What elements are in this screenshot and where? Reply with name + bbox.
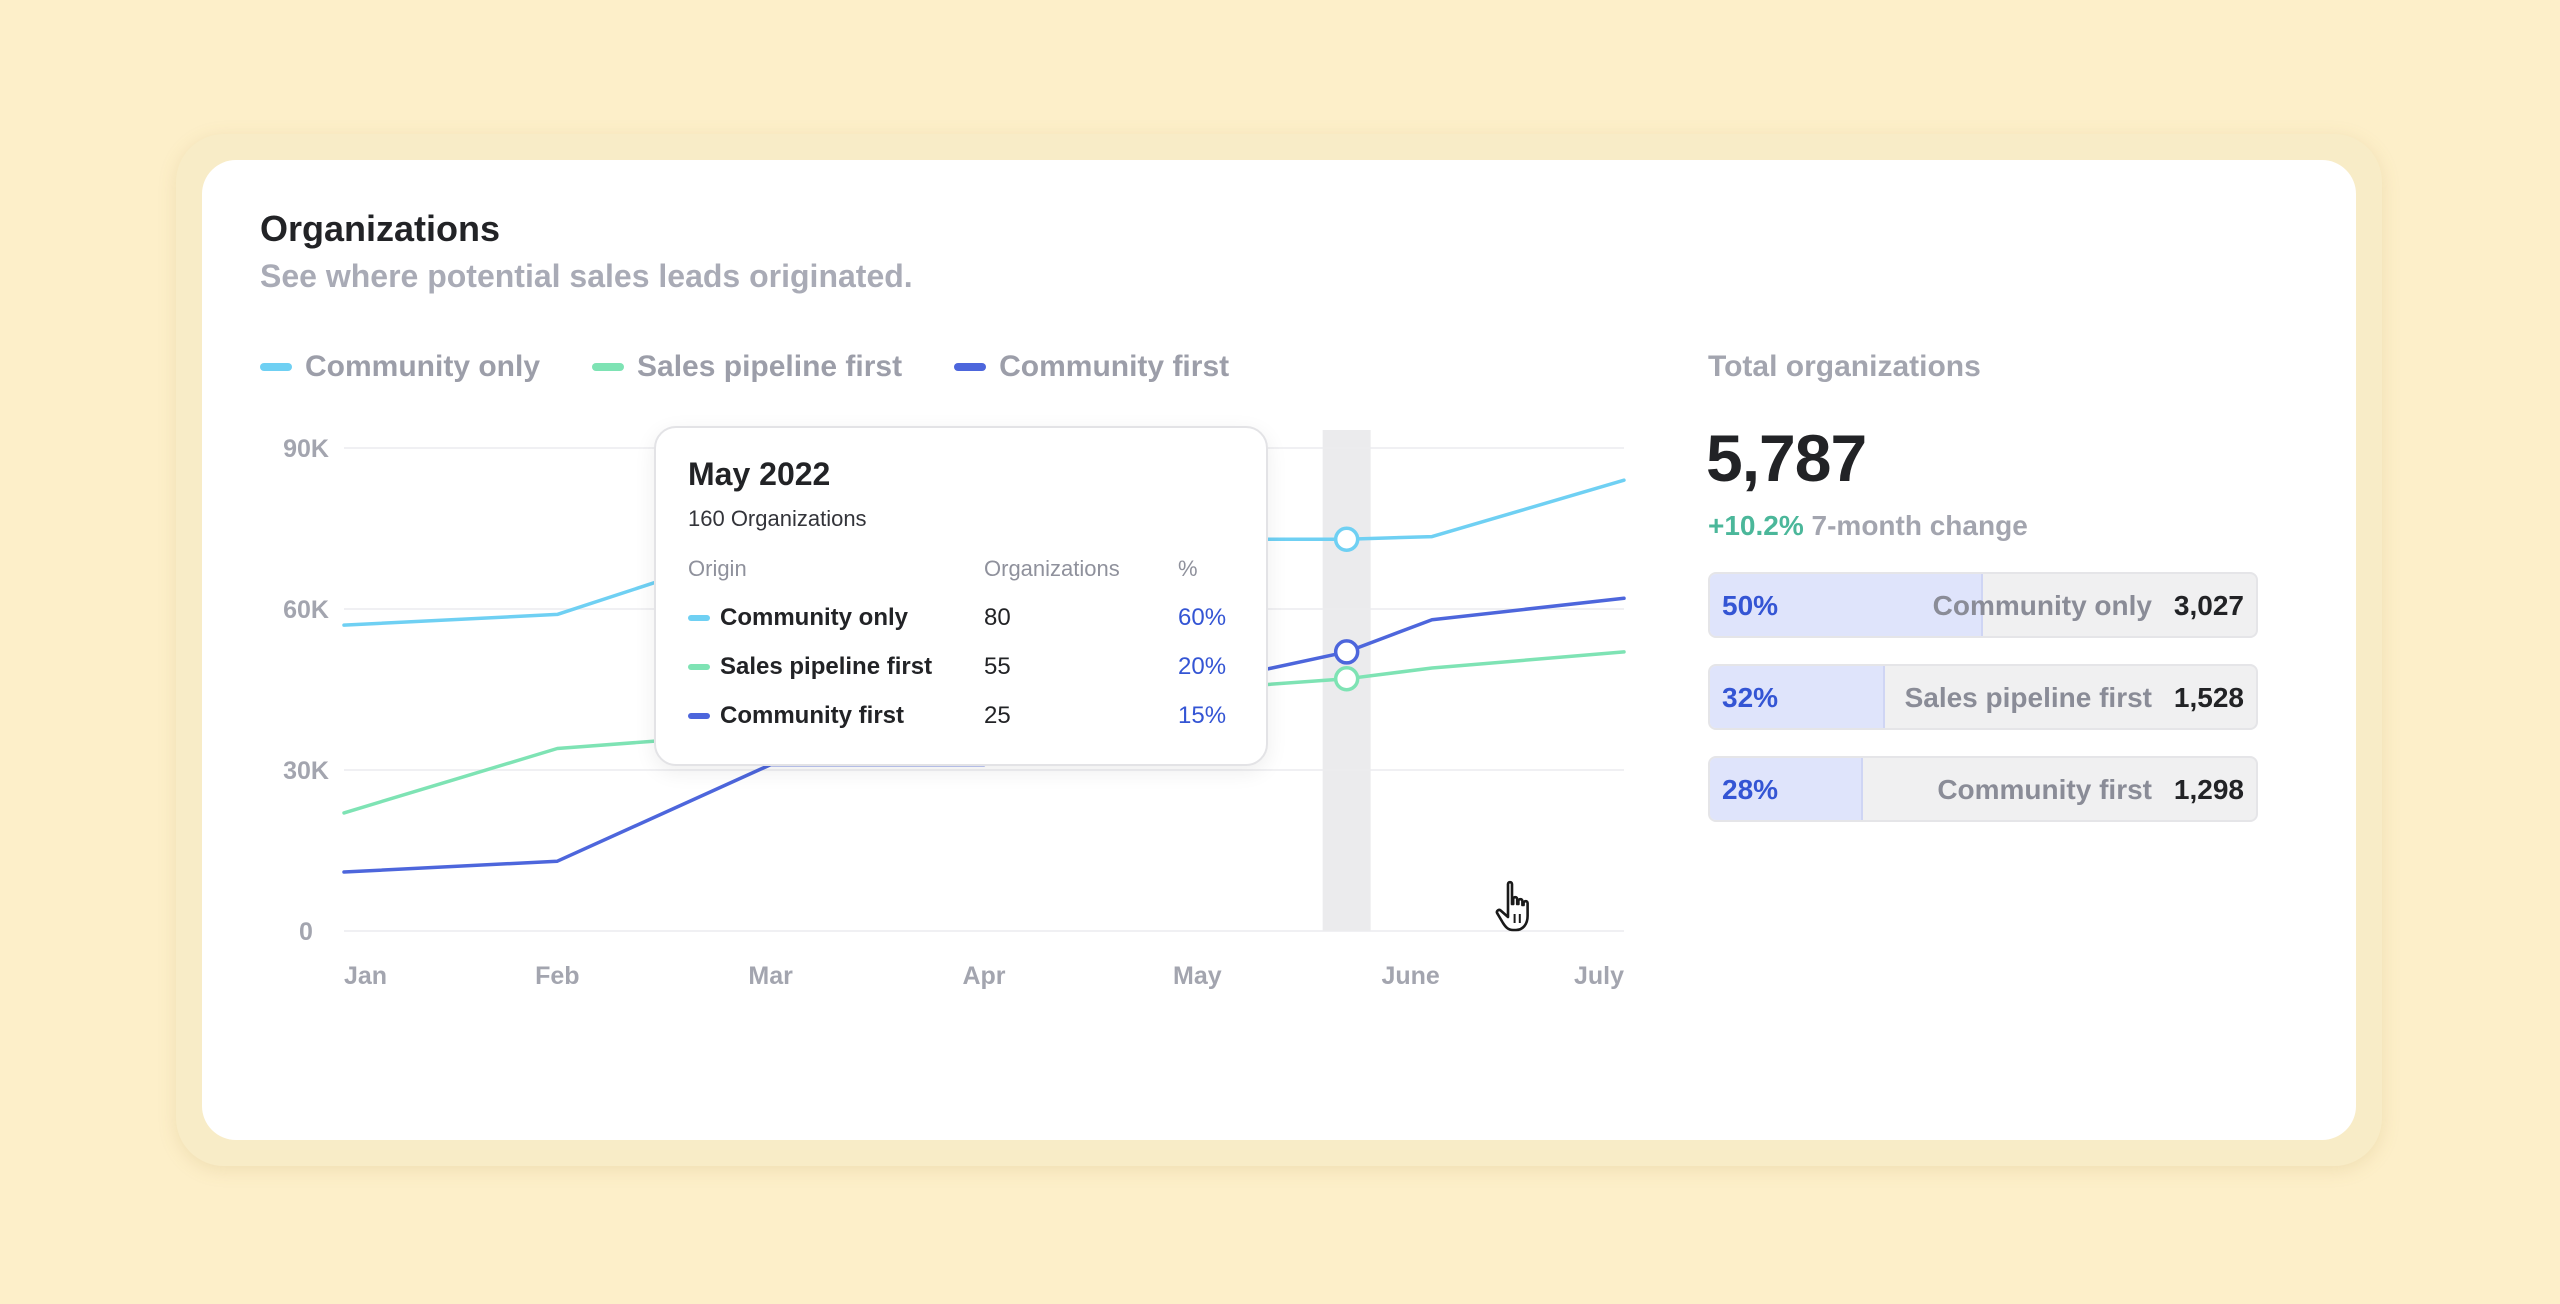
line-chart[interactable]: 90K 60K 30K 0 Jan Feb Mar Apr May June July bbox=[202, 160, 2356, 1140]
tooltip-subtitle: 160 Organizations bbox=[688, 506, 867, 531]
breakdown-bar-sales-pipeline-first[interactable]: 32% Sales pipeline first 1,528 bbox=[1708, 664, 2258, 730]
breakdown-bar-fill bbox=[1710, 574, 1983, 636]
tooltip-col-origin: Origin bbox=[688, 556, 747, 581]
x-tick-label: Jan bbox=[344, 962, 387, 990]
tooltip-row-name: Community first bbox=[720, 702, 905, 729]
x-tick-label: July bbox=[1574, 962, 1624, 990]
tooltip-row-orgs: 25 bbox=[984, 702, 1011, 729]
y-tick-label: 30K bbox=[283, 757, 329, 785]
tooltip-row: Community first 25 15% bbox=[688, 696, 1248, 736]
breakdown-name: Community only bbox=[1932, 590, 2152, 621]
legend-label: Sales pipeline first bbox=[637, 350, 903, 383]
tooltip-row-pct: 60% bbox=[1178, 604, 1227, 631]
y-tick-label: 90K bbox=[283, 435, 329, 463]
change-label: 7-month change bbox=[1811, 510, 2028, 541]
change-summary: +10.2% 7-month change bbox=[1708, 510, 2028, 542]
total-organizations-value: 5,787 bbox=[1706, 421, 1867, 495]
breakdown-pct: 32% bbox=[1722, 682, 1779, 713]
x-tick-label: Mar bbox=[748, 962, 793, 990]
y-tick-label: 0 bbox=[299, 918, 313, 946]
legend-label: Community only bbox=[305, 350, 541, 383]
hover-point bbox=[1333, 666, 1360, 692]
chart-legend: Community only Sales pipeline first Comm… bbox=[260, 350, 1229, 384]
tooltip-col-organizations: Organizations bbox=[984, 556, 1120, 581]
tooltip-row: Sales pipeline first 55 20% bbox=[688, 647, 1248, 687]
tooltip-swatch bbox=[688, 713, 710, 719]
breakdown-count: 1,298 bbox=[2173, 774, 2244, 805]
tooltip-row-pct: 20% bbox=[1178, 653, 1227, 680]
y-tick-label: 60K bbox=[283, 596, 329, 624]
breakdown-bar-fill bbox=[1710, 666, 1885, 728]
total-organizations-label: Total organizations bbox=[1708, 350, 1981, 383]
legend-swatch bbox=[954, 363, 987, 371]
tooltip-row-name: Community only bbox=[720, 604, 909, 631]
card-title: Organizations bbox=[260, 208, 501, 249]
tooltip-row: Community only 80 60% bbox=[688, 598, 1248, 638]
tooltip-swatch bbox=[688, 664, 710, 670]
breakdown-bar-community-first[interactable]: 28% Community first 1,298 bbox=[1708, 756, 2258, 822]
tooltip-title: May 2022 bbox=[688, 456, 831, 492]
tooltip-swatch bbox=[688, 615, 710, 621]
tooltip-row-orgs: 80 bbox=[984, 604, 1011, 631]
breakdown-bar-fill bbox=[1710, 758, 1863, 820]
breakdown-count: 3,027 bbox=[2173, 590, 2244, 621]
breakdown-count: 1,528 bbox=[2173, 682, 2244, 713]
hand-cursor-icon bbox=[1495, 880, 1529, 932]
hover-point bbox=[1333, 526, 1360, 552]
breakdown-name: Community first bbox=[1937, 774, 2152, 805]
tooltip-col-percent: % bbox=[1178, 556, 1198, 581]
organizations-card: Organizations See where potential sales … bbox=[202, 160, 2356, 1140]
change-value: +10.2% bbox=[1708, 510, 1804, 541]
legend-swatch bbox=[260, 363, 292, 371]
tooltip-row-orgs: 55 bbox=[984, 653, 1011, 680]
legend-label: Community first bbox=[999, 350, 1230, 383]
legend-item-sales-pipeline-first[interactable]: Sales pipeline first bbox=[592, 350, 902, 384]
breakdown-name: Sales pipeline first bbox=[1904, 682, 2152, 713]
x-tick-label: Feb bbox=[535, 962, 579, 990]
legend-item-community-only[interactable]: Community only bbox=[260, 350, 540, 384]
legend-item-community-first[interactable]: Community first bbox=[954, 350, 1229, 384]
x-tick-label: Apr bbox=[962, 962, 1005, 990]
x-tick-label: June bbox=[1381, 962, 1439, 990]
breakdown-pct: 50% bbox=[1722, 590, 1779, 621]
card-subtitle: See where potential sales leads originat… bbox=[260, 258, 913, 294]
tooltip-row-name: Sales pipeline first bbox=[720, 653, 933, 680]
hover-point bbox=[1333, 639, 1360, 665]
breakdown-pct: 28% bbox=[1722, 774, 1779, 805]
breakdown-bar-community-only[interactable]: 50% Community only 3,027 bbox=[1708, 572, 2258, 638]
legend-swatch bbox=[592, 363, 625, 371]
tooltip-row-pct: 15% bbox=[1178, 702, 1227, 729]
x-tick-label: May bbox=[1173, 962, 1222, 990]
chart-tooltip: May 2022 160 Organizations Origin Organi… bbox=[654, 426, 1268, 766]
